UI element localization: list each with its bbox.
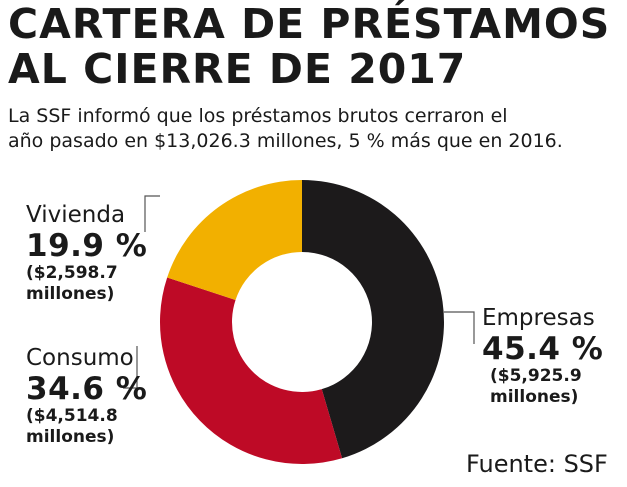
label-empresas-amount-unit: millones) [490,387,579,407]
label-empresas: Empresas 45.4 % ($5,925.9 millones) [482,305,603,408]
label-vivienda-amount-unit: millones) [26,284,115,304]
chart-subtitle: La SSF informó que los préstamos brutos … [8,104,623,154]
source-note: Fuente: SSF [466,450,608,478]
label-consumo-name: Consumo [26,345,134,371]
title-line-2: AL CIERRE DE 2017 [8,45,467,93]
leader-vivienda [144,195,160,232]
subtitle-line-2: año pasado en $13,026.3 millones, 5 % má… [8,130,563,152]
label-vivienda-percent: 19.9 % [26,228,148,264]
leader-consumo [123,346,138,389]
label-vivienda-amount: ($2,598.7 [26,263,118,283]
subtitle-line-1: La SSF informó que los préstamos brutos … [8,105,508,127]
label-consumo-percent: 34.6 % [26,371,148,407]
label-empresas-percent: 45.4 % [482,331,604,367]
slice-empresas [302,180,444,459]
label-consumo-amount: ($4,514.8 [26,406,118,426]
label-consumo-amount-unit: millones) [26,427,115,447]
leader-empresas [444,311,475,344]
chart-title: CARTERA DE PRÉSTAMOS AL CIERRE DE 2017 [8,2,623,92]
label-vivienda: Vivienda 19.9 % ($2,598.7 millones) [26,202,147,305]
title-line-1: CARTERA DE PRÉSTAMOS [8,0,611,48]
label-empresas-name: Empresas [482,305,595,331]
slice-consumo [160,277,343,464]
label-empresas-amount: ($5,925.9 [490,366,582,386]
slice-vivienda [167,180,302,301]
label-vivienda-name: Vivienda [26,202,126,228]
label-consumo: Consumo 34.6 % ($4,514.8 millones) [26,345,147,448]
